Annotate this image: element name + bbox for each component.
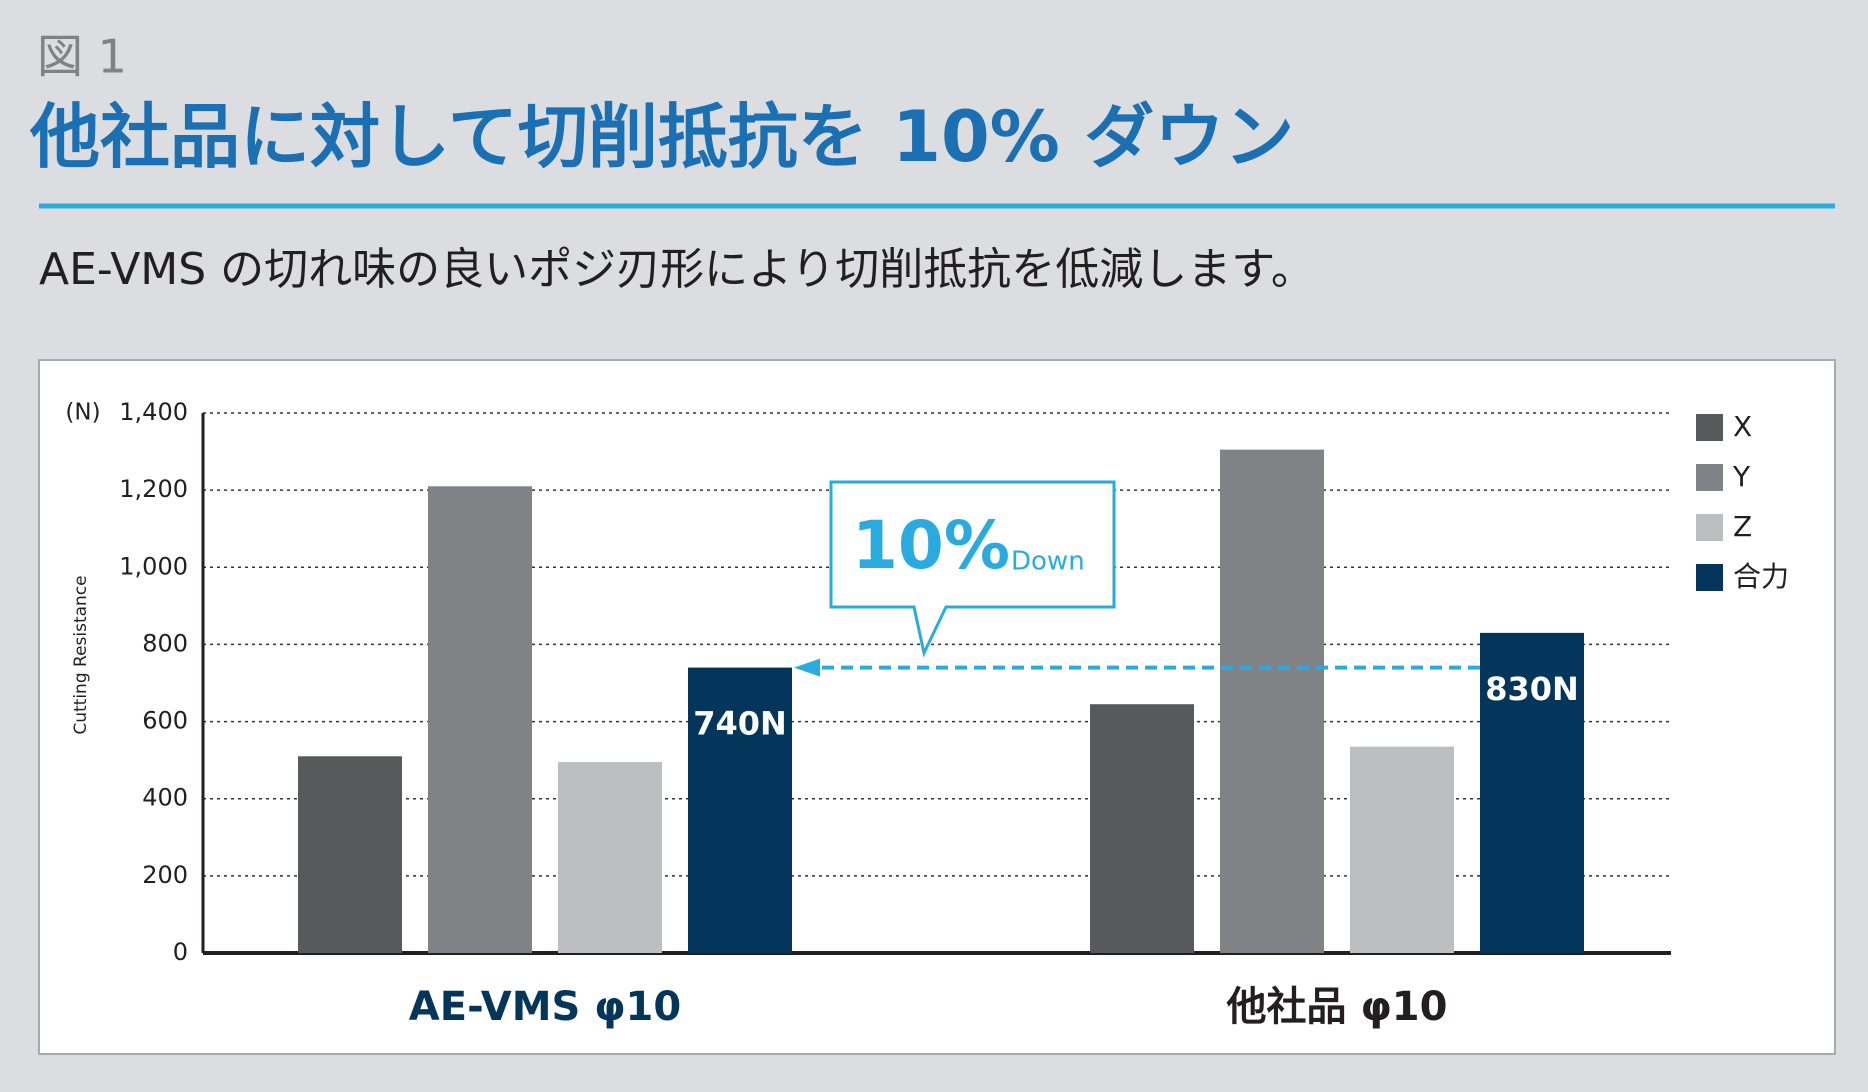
bar xyxy=(1090,704,1194,953)
y-tick-label: 1,400 xyxy=(119,398,188,426)
x-tick-label: 他社品 φ10 xyxy=(1226,984,1448,1030)
legend-swatch xyxy=(1696,514,1723,541)
legend-label: Y xyxy=(1732,460,1751,493)
callout xyxy=(829,480,1116,658)
y-tick-label: 1,200 xyxy=(119,475,188,503)
plot: 0 200 400 600 800 1,000 1,200 1,400 740N AE-VMS φ… xyxy=(119,398,1789,1030)
annotation-value: 10% xyxy=(852,507,1010,584)
legend-label: Z xyxy=(1733,510,1752,543)
y-tick-label: 400 xyxy=(142,784,188,812)
bar xyxy=(298,756,402,953)
legend-label: 合力 xyxy=(1733,560,1789,593)
bar xyxy=(558,762,662,953)
arrow-head xyxy=(794,658,820,677)
unit-label: (N) xyxy=(65,400,100,426)
bar xyxy=(1220,449,1324,953)
subtitle: AE-VMS の切れ味の良いポジ刃形により切削抵抗を低減します。 xyxy=(39,244,1315,295)
figure-label: 図 1 xyxy=(37,30,127,84)
legend-swatch xyxy=(1696,464,1723,491)
value-label: 830N xyxy=(1485,670,1579,708)
y-tick-label: 200 xyxy=(142,861,188,889)
y-tick-label: 600 xyxy=(142,707,188,735)
legend-swatch xyxy=(1696,414,1723,441)
bar xyxy=(688,667,792,953)
y-axis-title: Cutting Resistance xyxy=(71,575,91,734)
legend-swatch xyxy=(1696,564,1723,591)
value-label: 740N xyxy=(693,705,787,743)
legend-label: X xyxy=(1733,410,1752,443)
y-tick-label: 1,000 xyxy=(119,552,188,580)
x-tick-label: AE-VMS φ10 xyxy=(409,984,681,1030)
bar xyxy=(1480,632,1584,953)
annotation-text: Down xyxy=(1011,547,1085,577)
y-tick-label: 0 xyxy=(173,938,188,966)
bar xyxy=(428,486,532,953)
title: 他社品に対して切削抵抗を 10% ダウン xyxy=(29,96,1294,178)
bar xyxy=(1350,746,1454,953)
y-tick-label: 800 xyxy=(142,629,188,657)
